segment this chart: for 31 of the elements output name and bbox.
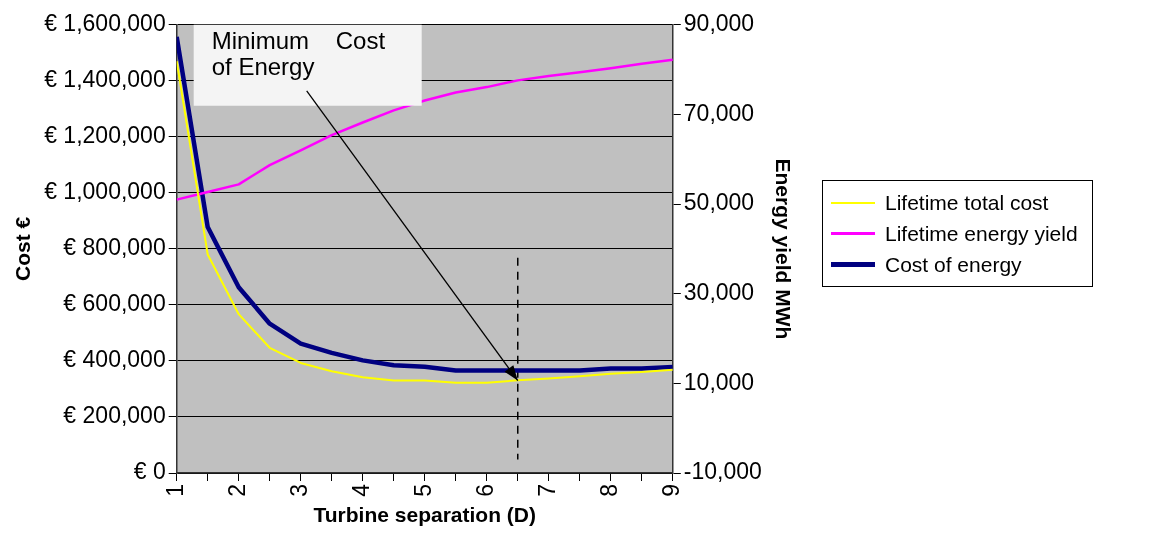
y-tick-label: € 1,400,000 — [44, 66, 166, 93]
y2-tick-label: 30,000 — [683, 279, 755, 306]
y2-tick-label: -10,000 — [683, 458, 762, 485]
y-tick-label: € 400,000 — [63, 346, 166, 373]
x-tick-label: 1 — [162, 484, 189, 497]
x-tick-label: 2 — [224, 484, 251, 497]
x-tick-label: 3 — [286, 484, 313, 497]
y-tick-label: € 600,000 — [63, 290, 166, 317]
y2-tick-label: 70,000 — [683, 99, 755, 126]
y-axis-title: Cost € — [11, 216, 35, 281]
y2-axis-title: Energy yield MWh — [771, 158, 795, 340]
x-tick-label: 7 — [534, 484, 561, 497]
y-tick-label: € 200,000 — [63, 402, 166, 429]
legend-label: Lifetime energy yield — [885, 221, 1078, 247]
legend-label: Lifetime total cost — [885, 190, 1049, 216]
y-tick-label: € 1,000,000 — [44, 178, 166, 205]
x-tick-label: 6 — [472, 484, 499, 497]
y2-tick-label: 50,000 — [683, 189, 755, 216]
x-axis-title: Turbine separation (D) — [313, 503, 536, 527]
annotation: Minimum Cost of Energy — [211, 27, 386, 81]
x-tick-label: 5 — [410, 484, 437, 497]
y2-tick-label: 10,000 — [683, 368, 755, 395]
y-tick-label: € 0 — [133, 458, 166, 485]
y-tick-label: € 800,000 — [63, 234, 166, 261]
y-tick-label: € 1,200,000 — [44, 122, 166, 149]
x-tick-label: 8 — [596, 484, 623, 497]
y-tick-label: € 1,600,000 — [44, 10, 166, 37]
y2-tick-label: 90,000 — [683, 10, 755, 37]
x-tick-label: 9 — [658, 484, 685, 497]
legend-label: Cost of energy — [885, 252, 1022, 278]
x-tick-label: 4 — [348, 483, 375, 497]
